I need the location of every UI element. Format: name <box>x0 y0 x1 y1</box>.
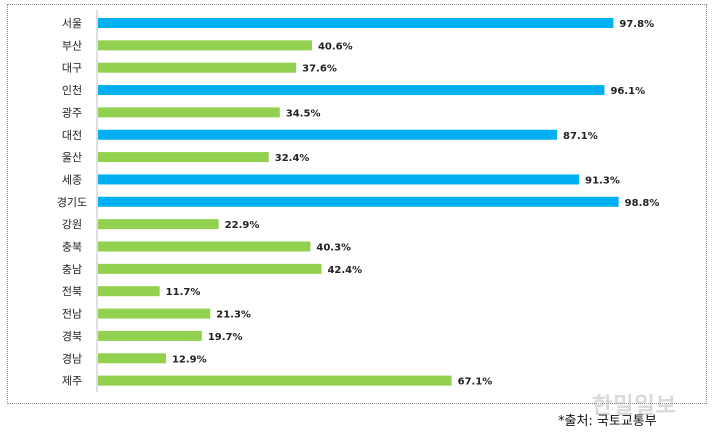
data-label: 11.7% <box>166 287 201 298</box>
data-label: 87.1% <box>563 131 598 142</box>
category-label: 부산 <box>62 39 82 52</box>
category-label: 대구 <box>62 62 82 75</box>
category-label: 경북 <box>62 330 82 343</box>
bar <box>98 62 297 73</box>
chart-frame <box>7 4 707 404</box>
bar <box>98 152 269 163</box>
category-label: 광주 <box>62 106 82 119</box>
category-label: 제주 <box>62 375 82 388</box>
category-label: 대전 <box>62 129 82 142</box>
category-label: 울산 <box>62 151 82 164</box>
bar <box>98 18 614 28</box>
category-label: 충남 <box>62 263 82 276</box>
bar <box>98 40 312 51</box>
bar <box>98 129 558 140</box>
category-label: 강원 <box>62 218 82 231</box>
data-label: 91.3% <box>585 175 620 186</box>
bar <box>98 375 452 386</box>
source-note: *출처: 국토교통부 <box>558 414 657 429</box>
data-label: 97.8% <box>619 19 654 30</box>
data-label: 96.1% <box>610 86 645 97</box>
data-label: 40.3% <box>316 243 351 254</box>
bar <box>98 330 202 341</box>
bar <box>98 353 166 364</box>
bar <box>98 196 619 207</box>
watermark: 한밀일보 <box>592 394 677 419</box>
data-label: 40.6% <box>318 41 353 52</box>
data-label: 21.3% <box>216 310 251 321</box>
data-label: 22.9% <box>225 220 260 231</box>
data-label: 42.4% <box>327 265 362 276</box>
bar <box>98 174 580 185</box>
data-label: 32.4% <box>275 153 310 164</box>
category-label: 세종 <box>62 173 82 186</box>
bar <box>98 219 219 230</box>
category-label: 서울 <box>62 17 82 30</box>
category-label: 충북 <box>62 241 82 254</box>
bar <box>98 85 605 96</box>
category-label: 경남 <box>62 352 82 365</box>
data-label: 12.9% <box>172 354 207 365</box>
data-label: 98.8% <box>625 198 660 209</box>
bar <box>98 241 311 252</box>
bar <box>98 308 211 319</box>
data-label: 34.5% <box>286 108 321 119</box>
data-label: 37.6% <box>302 64 337 75</box>
bar <box>98 107 280 118</box>
category-label: 전북 <box>62 285 82 298</box>
category-label: 인천 <box>62 83 82 97</box>
category-label: 전남 <box>62 308 82 321</box>
bar <box>98 263 322 274</box>
bar <box>98 286 160 297</box>
data-label: 67.1% <box>458 377 493 388</box>
data-label: 19.7% <box>208 332 243 343</box>
category-label: 경기도 <box>57 196 87 209</box>
